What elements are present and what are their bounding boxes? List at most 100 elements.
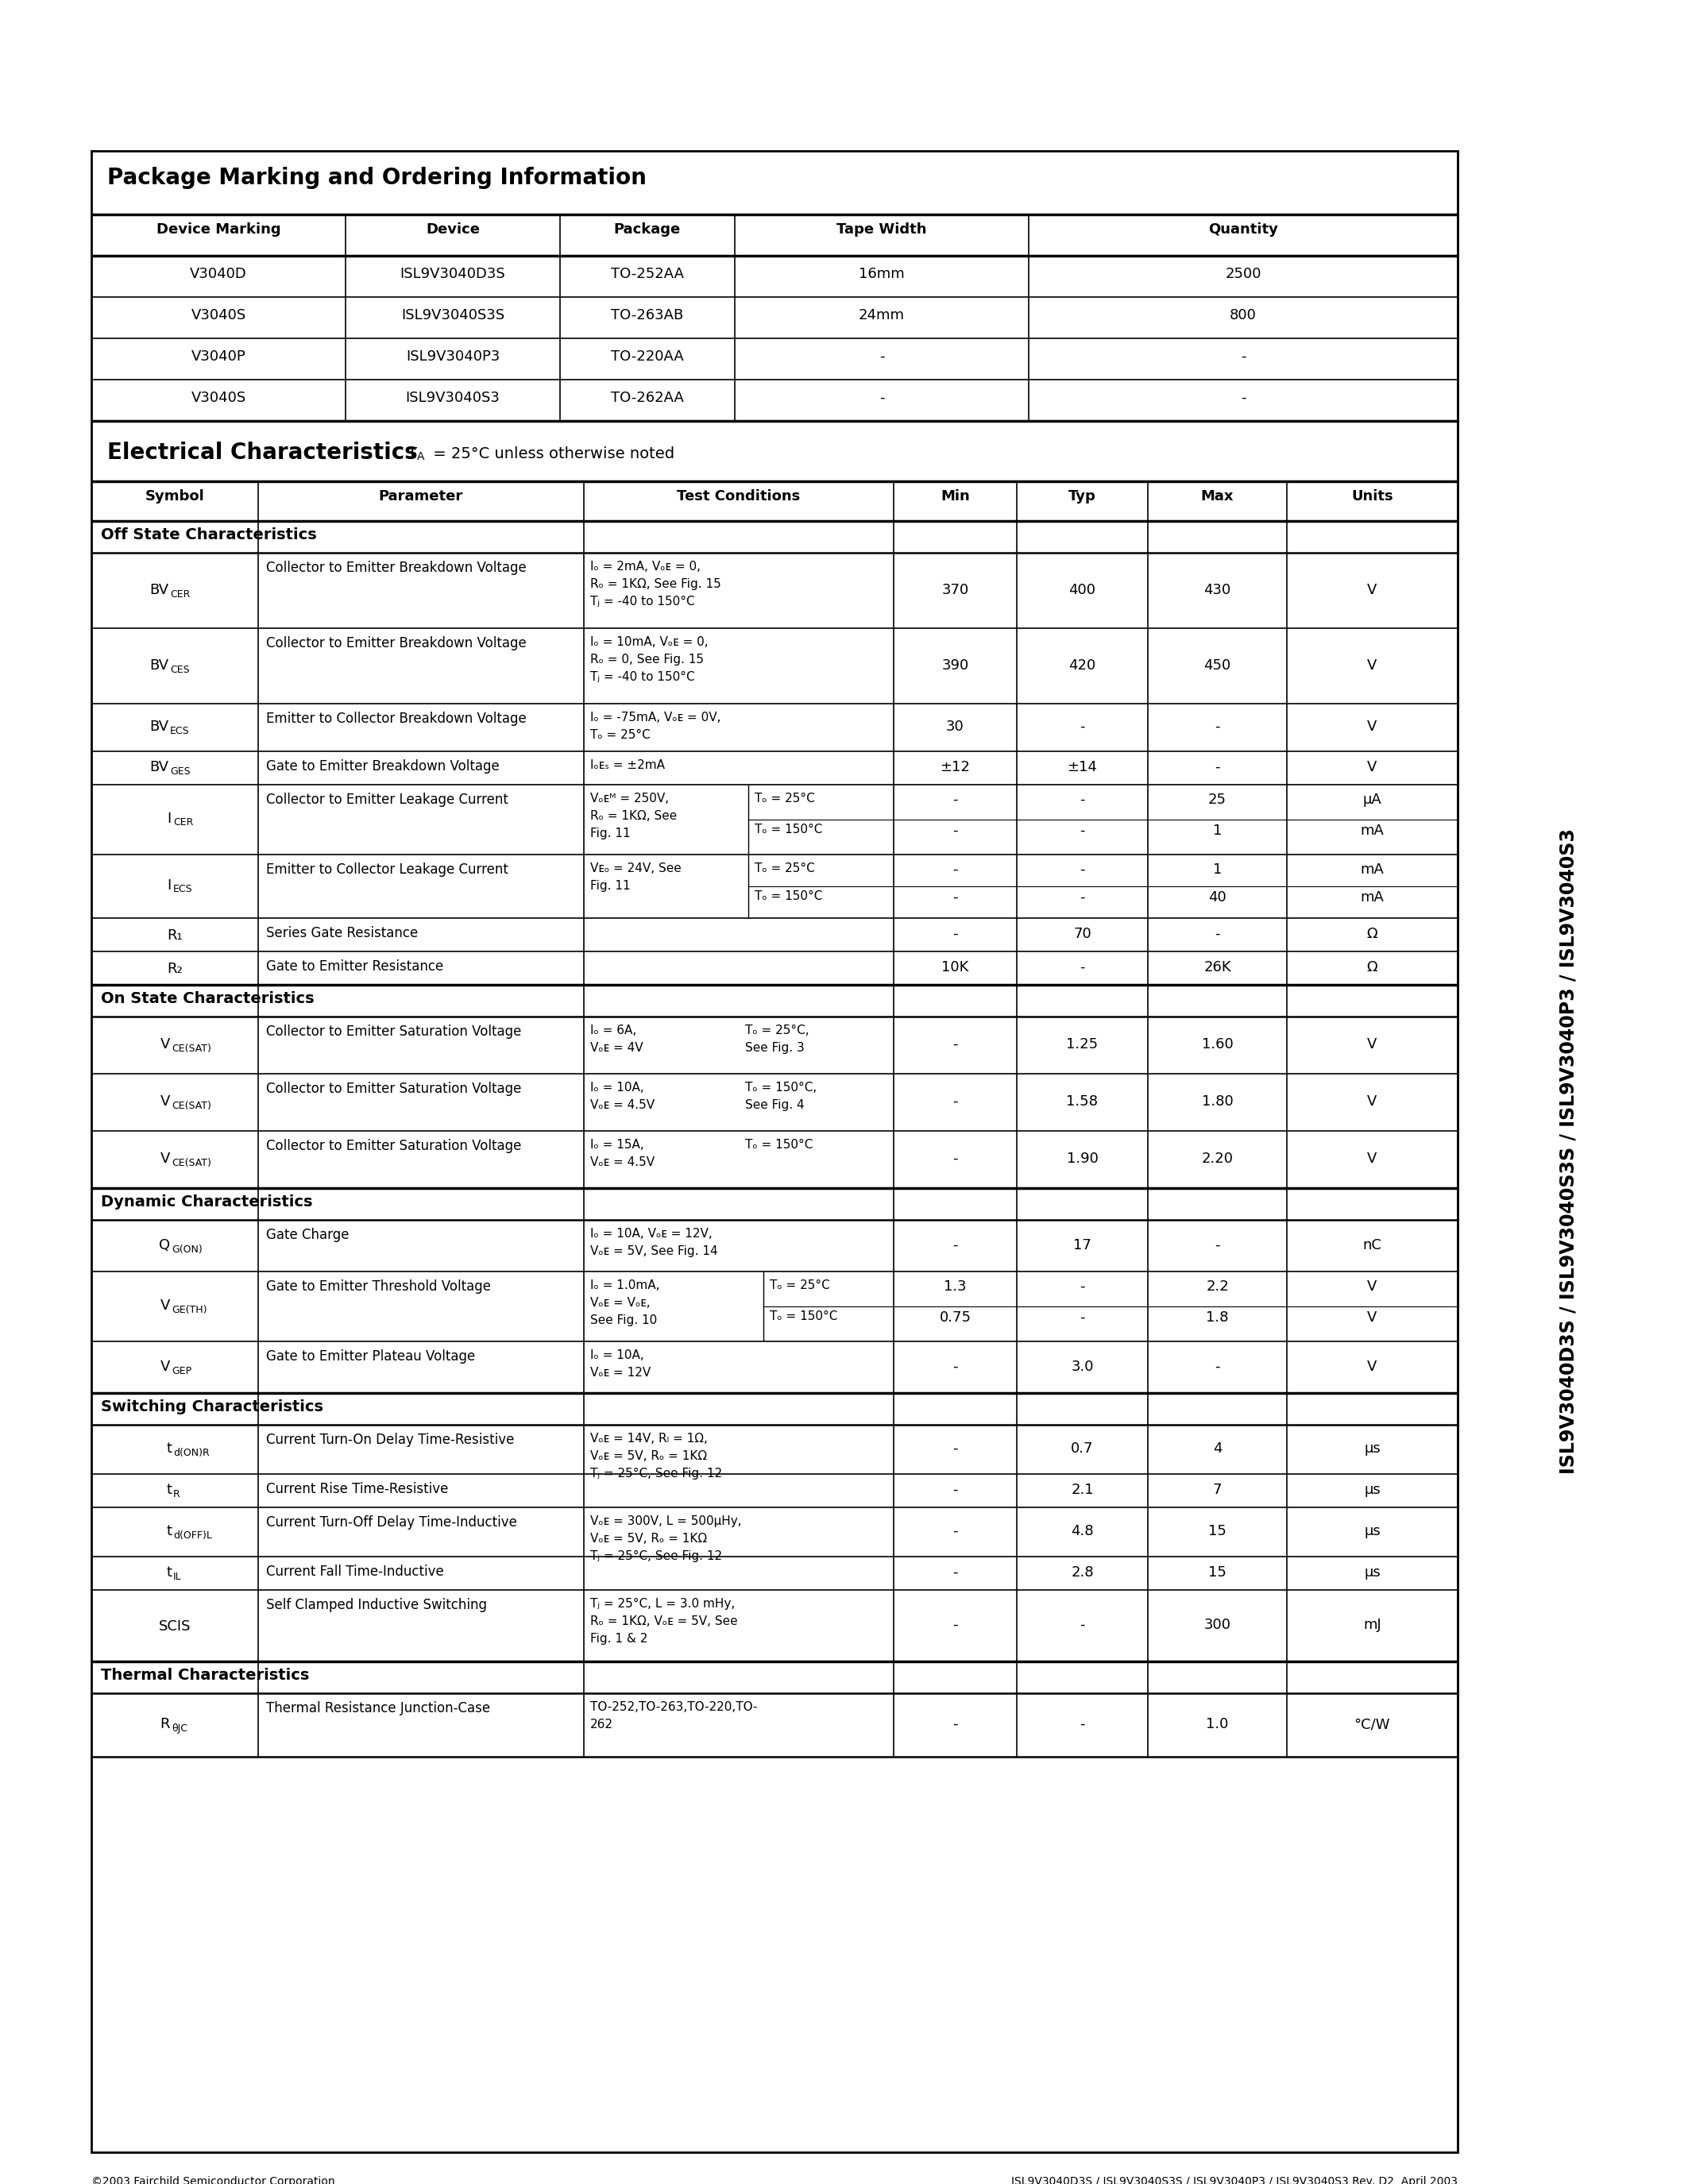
Text: Vₒᴇ = 12V: Vₒᴇ = 12V (591, 1367, 652, 1378)
Text: -: - (952, 1524, 957, 1538)
Text: 0.75: 0.75 (939, 1310, 971, 1326)
Text: V: V (1367, 657, 1377, 673)
Text: Iₒ = 6A,: Iₒ = 6A, (591, 1024, 636, 1037)
Text: mA: mA (1361, 863, 1384, 876)
Text: -: - (1080, 719, 1085, 734)
Text: -: - (952, 1618, 957, 1631)
Text: Collector to Emitter Breakdown Voltage: Collector to Emitter Breakdown Voltage (267, 561, 527, 574)
Text: Collector to Emitter Breakdown Voltage: Collector to Emitter Breakdown Voltage (267, 636, 527, 651)
Text: Tₒ = 150°C: Tₒ = 150°C (770, 1310, 837, 1321)
Text: Vₒᴇ = 14V, Rₗ = 1Ω,: Vₒᴇ = 14V, Rₗ = 1Ω, (591, 1433, 707, 1444)
Text: -: - (1080, 1280, 1085, 1293)
Text: Gate Charge: Gate Charge (267, 1227, 349, 1243)
Text: R: R (160, 1717, 170, 1732)
Text: -: - (952, 926, 957, 941)
Text: Quantity: Quantity (1209, 223, 1278, 236)
Text: Gate to Emitter Plateau Voltage: Gate to Emitter Plateau Voltage (267, 1350, 476, 1363)
Text: -: - (952, 1358, 957, 1374)
Text: Symbol: Symbol (145, 489, 204, 505)
Text: Fig. 11: Fig. 11 (591, 880, 630, 891)
Text: 15: 15 (1209, 1566, 1227, 1579)
Text: 26K: 26K (1204, 961, 1231, 974)
Text: 16mm: 16mm (859, 266, 905, 282)
Text: μs: μs (1364, 1566, 1381, 1579)
Text: -: - (952, 1238, 957, 1251)
Text: TO-263AB: TO-263AB (611, 308, 684, 323)
Text: V: V (1367, 1310, 1377, 1326)
Text: 30: 30 (947, 719, 964, 734)
Text: R: R (174, 1489, 181, 1500)
Text: -: - (952, 1151, 957, 1166)
Text: Thermal Characteristics: Thermal Characteristics (101, 1669, 309, 1684)
Text: Vₒᴇ = 4.5V: Vₒᴇ = 4.5V (591, 1155, 655, 1168)
Text: Tⱼ = 25°C, See Fig. 12: Tⱼ = 25°C, See Fig. 12 (591, 1468, 722, 1479)
Text: TO-252,TO-263,TO-220,TO-: TO-252,TO-263,TO-220,TO- (591, 1701, 758, 1712)
Text: Vₒᴇᴹ = 250V,: Vₒᴇᴹ = 250V, (591, 793, 668, 804)
Text: 2.20: 2.20 (1202, 1151, 1234, 1166)
Text: BV: BV (149, 760, 169, 775)
Text: -: - (952, 891, 957, 904)
Text: Vₒᴇ = 5V, Rₒ = 1KΩ: Vₒᴇ = 5V, Rₒ = 1KΩ (591, 1533, 707, 1544)
Text: Device Marking: Device Marking (157, 223, 280, 236)
Text: Iₒ = 2mA, Vₒᴇ = 0,: Iₒ = 2mA, Vₒᴇ = 0, (591, 561, 701, 572)
Text: CE(SAT): CE(SAT) (172, 1044, 211, 1055)
Text: Fig. 1 & 2: Fig. 1 & 2 (591, 1634, 648, 1645)
Text: Test Conditions: Test Conditions (677, 489, 800, 505)
Text: CE(SAT): CE(SAT) (172, 1101, 211, 1112)
Text: Units: Units (1352, 489, 1393, 505)
Text: TO-252AA: TO-252AA (611, 266, 684, 282)
Text: Collector to Emitter Leakage Current: Collector to Emitter Leakage Current (267, 793, 508, 806)
Text: Vₒᴇ = 300V, L = 500μHy,: Vₒᴇ = 300V, L = 500μHy, (591, 1516, 741, 1527)
Text: nC: nC (1362, 1238, 1382, 1251)
Text: -: - (952, 1566, 957, 1579)
Text: GE(TH): GE(TH) (172, 1304, 208, 1315)
Text: ISL9V3040D3S: ISL9V3040D3S (400, 266, 505, 282)
Text: Max: Max (1200, 489, 1234, 505)
Text: 4.8: 4.8 (1070, 1524, 1094, 1538)
Text: Thermal Resistance Junction-Case: Thermal Resistance Junction-Case (267, 1701, 490, 1714)
Text: Tₒ = 25°C: Tₒ = 25°C (755, 863, 814, 874)
Text: 70: 70 (1074, 926, 1092, 941)
Text: ISL9V3040S3S: ISL9V3040S3S (402, 308, 505, 323)
Text: 15: 15 (1209, 1524, 1227, 1538)
Text: Vₒᴇ = 4.5V: Vₒᴇ = 4.5V (591, 1099, 655, 1112)
Text: A: A (417, 452, 425, 463)
Text: Tⱼ = 25°C, L = 3.0 mHy,: Tⱼ = 25°C, L = 3.0 mHy, (591, 1599, 734, 1610)
Text: Tape Width: Tape Width (837, 223, 927, 236)
Text: Tⱼ = -40 to 150°C: Tⱼ = -40 to 150°C (591, 596, 695, 607)
Text: μs: μs (1364, 1483, 1381, 1496)
Text: GEP: GEP (172, 1365, 191, 1376)
Text: Min: Min (940, 489, 971, 505)
Text: ISL9V3040D3S / ISL9V3040S3S / ISL9V3040P3 / ISL9V3040S3 Rev. D2, April 2003: ISL9V3040D3S / ISL9V3040S3S / ISL9V3040P… (1011, 2175, 1458, 2184)
Text: Tₒ = 150°C: Tₒ = 150°C (755, 823, 822, 836)
Text: Iₒ = 10A,: Iₒ = 10A, (591, 1350, 645, 1361)
Text: ECS: ECS (174, 885, 192, 893)
Text: Tₒ = 150°C: Tₒ = 150°C (744, 1138, 812, 1151)
Text: t: t (165, 1524, 172, 1538)
Text: Iₒ = 10A,: Iₒ = 10A, (591, 1081, 645, 1094)
Text: -: - (1080, 823, 1085, 839)
Text: Gate to Emitter Threshold Voltage: Gate to Emitter Threshold Voltage (267, 1280, 491, 1293)
Text: 1.8: 1.8 (1205, 1310, 1229, 1326)
Text: GES: GES (170, 767, 191, 778)
Text: See Fig. 4: See Fig. 4 (744, 1099, 803, 1112)
Text: t: t (165, 1483, 172, 1496)
Text: μs: μs (1364, 1524, 1381, 1538)
Text: TO-262AA: TO-262AA (611, 391, 684, 404)
Text: -: - (1080, 863, 1085, 876)
Text: 400: 400 (1069, 583, 1096, 596)
Text: Emitter to Collector Breakdown Voltage: Emitter to Collector Breakdown Voltage (267, 712, 527, 725)
Text: I: I (167, 878, 172, 893)
Text: V: V (160, 1037, 170, 1051)
Text: Emitter to Collector Leakage Current: Emitter to Collector Leakage Current (267, 863, 508, 876)
Text: 390: 390 (942, 657, 969, 673)
Text: 1.3: 1.3 (944, 1280, 967, 1293)
Text: V: V (160, 1299, 170, 1313)
Text: -: - (1080, 891, 1085, 904)
Text: Gate to Emitter Breakdown Voltage: Gate to Emitter Breakdown Voltage (267, 760, 500, 773)
Text: V3040S: V3040S (191, 308, 246, 323)
Text: 1.90: 1.90 (1067, 1151, 1099, 1166)
Text: Vᴇₒ = 24V, See: Vᴇₒ = 24V, See (591, 863, 682, 874)
Text: d(ON)R: d(ON)R (174, 1448, 209, 1459)
Text: On State Characteristics: On State Characteristics (101, 992, 314, 1007)
